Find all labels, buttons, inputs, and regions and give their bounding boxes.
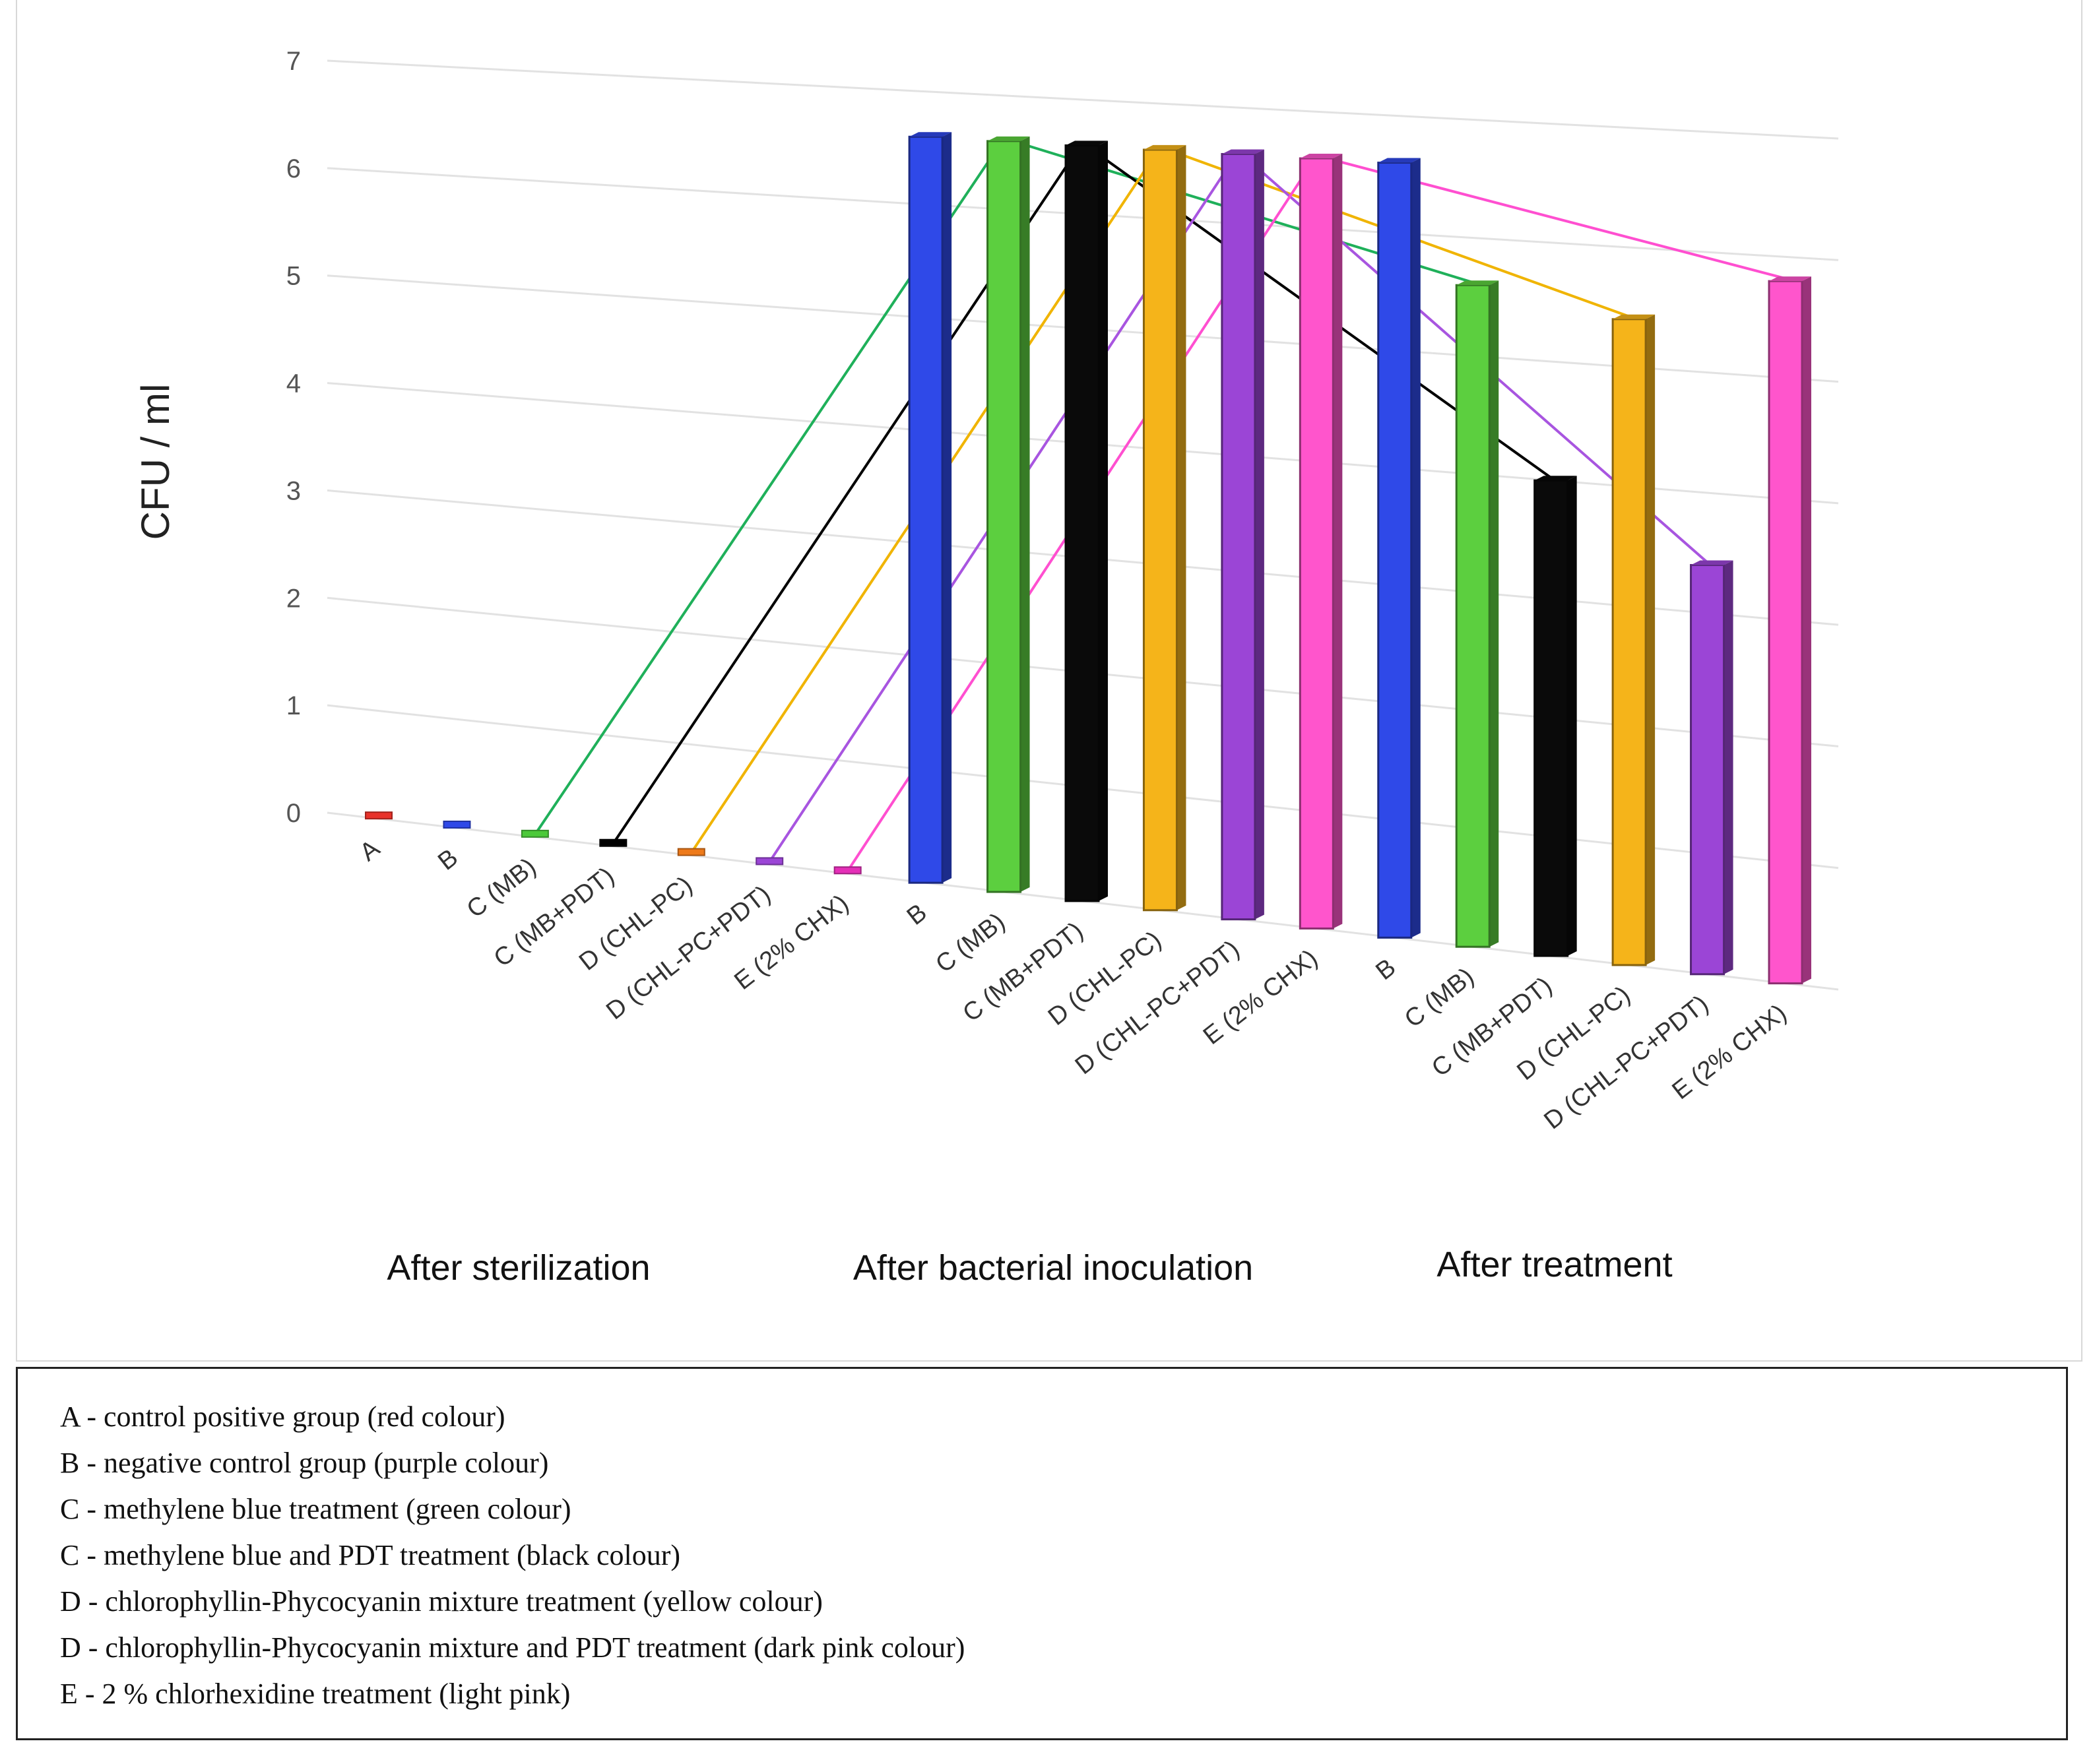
legend-box: A - control positive group (red colour) … [16, 1367, 2068, 1740]
bar-top [987, 136, 1030, 141]
bar [677, 848, 705, 856]
y-tick-label: 7 [286, 47, 301, 76]
bar-side [1724, 560, 1733, 974]
bar-top [1456, 280, 1499, 286]
bar-marker [833, 866, 862, 875]
x-tick-label: B [433, 844, 463, 876]
bar [443, 820, 471, 829]
x-tick-label: D (CHL-PC+PDT) [1539, 990, 1714, 1135]
bar-front [986, 140, 1022, 893]
bar-side [1411, 158, 1421, 938]
bar-front [1455, 284, 1491, 948]
bar [1142, 144, 1186, 912]
bar-top [1221, 149, 1264, 154]
x-tick-label: D (CHL-PC+PDT) [1070, 935, 1245, 1081]
bar [1299, 154, 1343, 929]
bar-marker [599, 838, 628, 847]
bar-top [1378, 158, 1421, 163]
bar-marker [365, 811, 393, 820]
bar-front [1142, 148, 1178, 912]
bar-marker [443, 820, 471, 829]
x-tick-label: D (CHL-PC+PDT) [601, 880, 776, 1025]
bar-top [1769, 276, 1811, 282]
x-tick-label: C (MB) [1400, 962, 1479, 1033]
y-tick-label: 4 [286, 369, 301, 398]
y-axis-title: CFU / ml [133, 384, 177, 540]
y-tick-label: 5 [286, 262, 301, 291]
y-tick-label: 0 [286, 799, 301, 828]
bar [1377, 158, 1421, 939]
bar [1064, 141, 1108, 902]
bar [986, 136, 1030, 893]
legend-item-e-chx: E - 2 % chlorhexidine treatment (light p… [60, 1678, 571, 1710]
bar [599, 838, 628, 847]
bar-top [1144, 144, 1186, 150]
bar-top [1300, 154, 1343, 159]
bar-front [908, 135, 944, 884]
bar-side [1099, 141, 1108, 901]
bar [365, 811, 393, 820]
x-tick-label: B [902, 898, 932, 931]
bar-marker [521, 829, 549, 838]
bar-side [1489, 280, 1499, 947]
bar-side [1646, 314, 1656, 965]
bar [1455, 280, 1499, 948]
legend-item-d-chl-pc: D - chlorophyllin-Phycocyanin mixture tr… [60, 1585, 823, 1618]
legend-item-a: A - control positive group (red colour) [60, 1401, 505, 1433]
bar [1533, 476, 1577, 957]
bar-layer [365, 132, 1811, 985]
legend-item-c-mb-pdt: C - methylene blue and PDT treatment (bl… [60, 1539, 681, 1571]
y-tick-label: 6 [286, 154, 301, 183]
bar-front [1611, 318, 1647, 966]
x-tick-label: A [355, 835, 385, 867]
legend-item-c-mb: C - methylene blue treatment (green colo… [60, 1493, 571, 1525]
bar-front [1768, 280, 1803, 985]
x-tick-label: B [1370, 953, 1401, 986]
bar [833, 866, 862, 875]
x-tick-label: C (MB) [930, 908, 1010, 978]
y-tick-label: 2 [286, 584, 301, 613]
bar-side [1176, 144, 1186, 910]
bar-marker [677, 848, 705, 856]
y-tick-layer: 0 1 2 3 4 5 6 7 [286, 47, 301, 828]
bar-top [1534, 476, 1577, 481]
y-tick-label: 1 [286, 691, 301, 720]
bar-front [1377, 162, 1413, 939]
bar-top [1691, 560, 1733, 565]
bar-marker [756, 857, 784, 866]
x-tick-label: C (MB) [462, 853, 542, 924]
bar [521, 829, 549, 838]
bar-front [1690, 564, 1725, 976]
bar-front [1221, 152, 1256, 921]
bar-side [1567, 476, 1577, 957]
bar [1690, 560, 1733, 976]
group-label: After treatment [1436, 1245, 1672, 1284]
bar [908, 132, 952, 884]
bar [1221, 149, 1264, 921]
group-label: After sterilization [387, 1248, 650, 1288]
bar-side [1802, 276, 1811, 984]
y-tick-label: 3 [286, 476, 301, 505]
bar [1768, 276, 1811, 985]
bar-side [942, 132, 952, 883]
bar-side [1020, 136, 1030, 893]
gridline [327, 59, 1839, 140]
bar [1611, 314, 1656, 966]
bar-top [1066, 141, 1108, 146]
bar-front [1533, 479, 1569, 957]
bar-top [909, 132, 952, 137]
legend-item-d-chl-pc-pdt: D - chlorophyllin-Phycocyanin mixture an… [60, 1631, 965, 1664]
bar [756, 857, 784, 866]
legend-item-b: B - negative control group (purple colou… [60, 1447, 549, 1479]
group-label: After bacterial inoculation [853, 1248, 1253, 1288]
bar-side [1333, 154, 1343, 929]
bar-front [1064, 144, 1100, 902]
bar-top [1613, 314, 1656, 319]
bar-side [1254, 149, 1264, 920]
bar-front [1299, 157, 1334, 929]
